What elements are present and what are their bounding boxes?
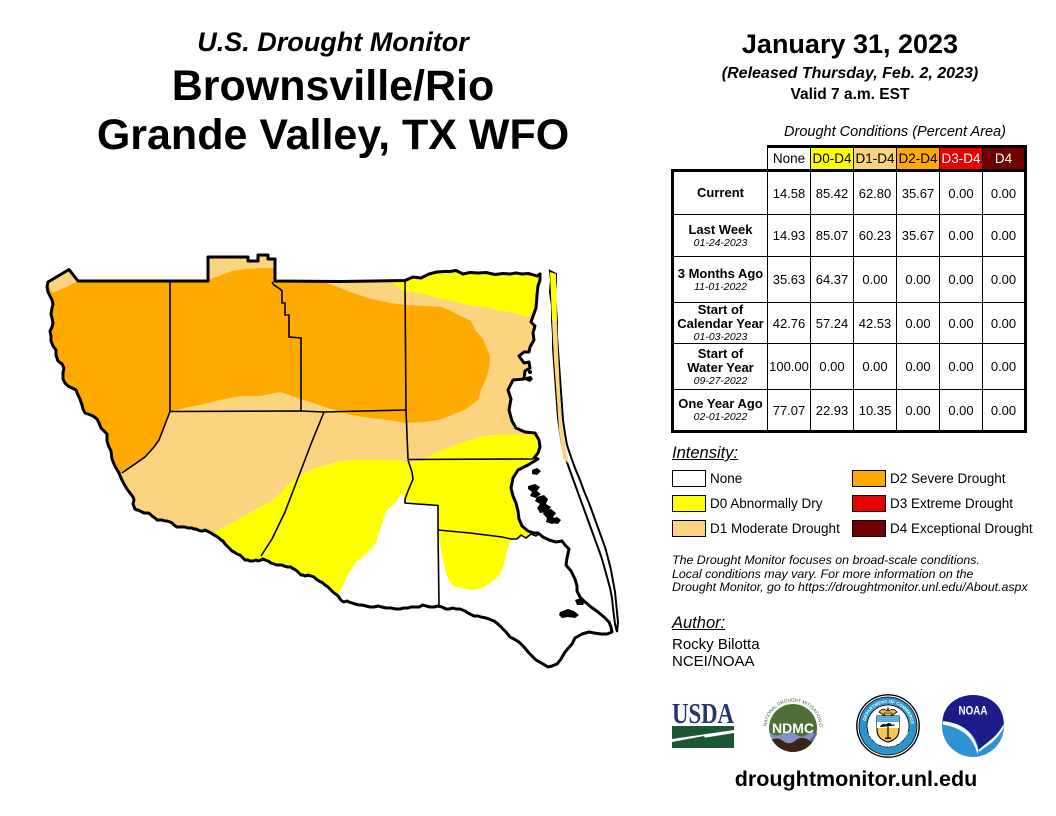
svg-text:NOAA: NOAA [959, 706, 988, 718]
svg-text:USDA: USDA [672, 699, 735, 730]
svg-text:NDMC: NDMC [772, 720, 814, 736]
